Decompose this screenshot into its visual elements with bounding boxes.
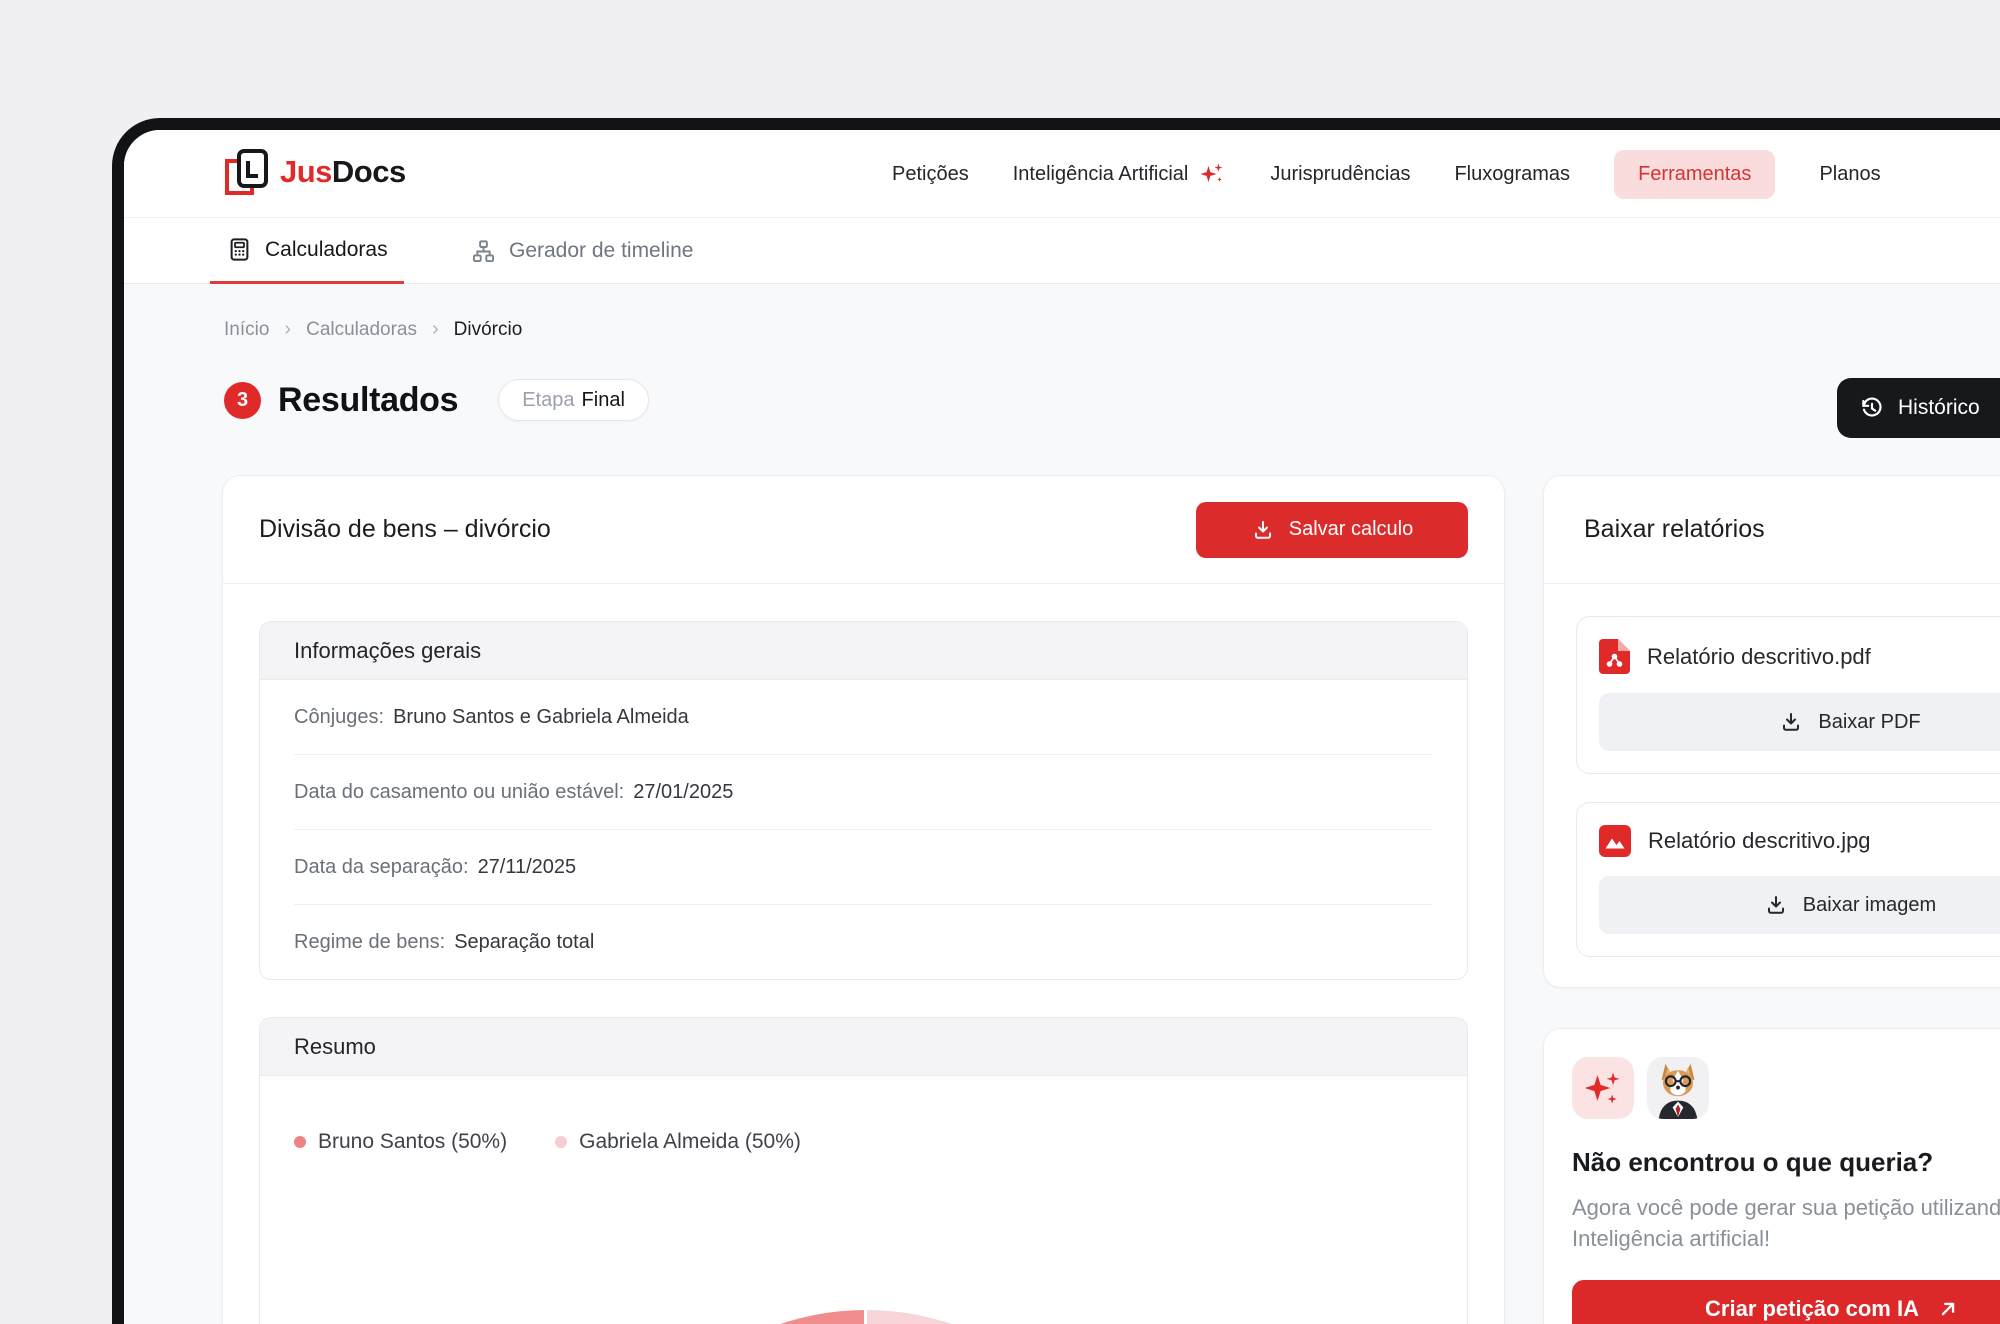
arrow-up-right-icon	[1941, 1303, 1955, 1316]
image-file-icon	[1599, 825, 1631, 857]
history-icon	[1862, 397, 1882, 417]
general-info-header: Informações gerais	[260, 622, 1467, 680]
brand-logo[interactable]: JusDocs	[224, 148, 406, 196]
page-title-row: 3 Resultados Etapa Final	[224, 378, 649, 422]
info-label: Cônjuges:	[294, 705, 385, 728]
results-card-header: Divisão de bens – divórcio Salvar calcul…	[223, 476, 1504, 584]
breadcrumb-divorcio: Divórcio	[453, 318, 523, 340]
page-title: Resultados	[278, 380, 459, 419]
stage-badge-light: Etapa	[522, 388, 575, 411]
legend-item-gabriela: Gabriela Almeida (50%)	[555, 1130, 801, 1154]
file-name: Relatório descritivo.jpg	[1648, 828, 1871, 853]
flowchart-icon	[472, 239, 495, 262]
download-pdf-label: Baixar PDF	[1818, 710, 1921, 733]
info-value: 27/11/2025	[477, 855, 577, 878]
calculation-title: Divisão de bens – divórcio	[259, 515, 551, 543]
save-calculation-label: Salvar calculo	[1288, 518, 1414, 540]
nav-planos[interactable]: Planos	[1819, 162, 1881, 185]
top-header: JusDocs Petições Inteligência Artificial…	[124, 130, 2000, 218]
download-item-pdf-header: Relatório descritivo.pdf	[1599, 639, 2000, 674]
promo-title: Não encontrou o que queria?	[1572, 1147, 1934, 1177]
info-value: Bruno Santos e Gabriela Almeida	[393, 705, 689, 728]
chevron-right-icon: ›	[432, 318, 439, 340]
info-label: Data da separação:	[294, 855, 469, 878]
breadcrumb: Início › Calculadoras › Divórcio	[224, 318, 522, 341]
dog-avatar	[1647, 1057, 1709, 1119]
download-icon	[1767, 896, 1784, 914]
pie-legend: Bruno Santos (50%) Gabriela Almeida (50%…	[260, 1076, 1467, 1154]
sparkles-icon	[1584, 1072, 1620, 1104]
chevron-right-icon: ›	[284, 318, 292, 340]
info-row-data-casamento: Data do casamento ou união estável: 27/0…	[260, 755, 1467, 829]
step-number-badge: 3	[224, 381, 261, 419]
info-value: 27/01/2025	[633, 780, 734, 803]
promo-body: Agora você pode gerar sua petição utiliz…	[1572, 1195, 2000, 1252]
summary-section: Resumo Bruno Santos (50%) Gabriela Almei…	[259, 1017, 1468, 1324]
pdf-file-icon	[1599, 639, 1630, 674]
tab-gerador-de-timeline[interactable]: Gerador de timeline	[454, 218, 709, 284]
download-item-jpg: Relatório descritivo.jpg Baixar imagem	[1576, 802, 2000, 957]
app-window: JusDocs Petições Inteligência Artificial…	[112, 118, 2000, 1324]
download-item-pdf: Relatório descritivo.pdf Baixar PDF	[1576, 616, 2000, 774]
download-image-label: Baixar imagem	[1802, 893, 1937, 916]
nav-fluxogramas[interactable]: Fluxogramas	[1454, 162, 1571, 185]
download-item-jpg-header: Relatório descritivo.jpg	[1599, 825, 2000, 857]
nav-peticoes[interactable]: Petições	[892, 162, 969, 185]
row-divider	[294, 754, 1433, 755]
create-petition-ai-label: Criar petição com IA	[1705, 1296, 1919, 1322]
main-nav: Petições Inteligência Artificial Jurispr…	[892, 130, 1881, 218]
breadcrumb-inicio[interactable]: Início	[224, 318, 270, 340]
summary-header: Resumo	[260, 1018, 1467, 1076]
history-button[interactable]: Histórico	[1837, 378, 2000, 438]
file-name: Relatório descritivo.pdf	[1647, 643, 1871, 669]
save-calculation-button[interactable]: Salvar calculo	[1196, 501, 1468, 558]
info-row-conjuges: Cônjuges: Bruno Santos e Gabriela Almeid…	[260, 680, 1467, 754]
tools-tabbar: Calculadoras Gerador de timeline	[124, 218, 2000, 284]
legend-dot	[555, 1136, 568, 1148]
general-info-section: Informações gerais Cônjuges: Bruno Santo…	[259, 621, 1468, 980]
sparkles-icon	[1200, 163, 1223, 183]
row-divider	[294, 829, 1433, 830]
download-reports-title: Baixar relatórios	[1544, 476, 2000, 584]
history-button-label: Histórico	[1898, 396, 1980, 419]
sparkles-tile	[1572, 1057, 1634, 1119]
legend-label: Bruno Santos (50%)	[318, 1130, 508, 1153]
nav-ferramentas[interactable]: Ferramentas	[1614, 149, 1776, 199]
stage-badge: Etapa Final	[498, 379, 649, 421]
stage-badge-bold: Final	[581, 388, 625, 411]
nav-inteligencia-artificial[interactable]: Inteligência Artificial	[1013, 160, 1227, 188]
pie-chart: R$ 39.000 R$ 39.000	[260, 1154, 1467, 1324]
download-image-button[interactable]: Baixar imagem	[1599, 876, 2000, 934]
corgi-dog-image	[1647, 1057, 1709, 1119]
info-label: Regime de bens:	[294, 930, 446, 953]
tab-calculadoras[interactable]: Calculadoras	[210, 218, 404, 284]
breadcrumb-calculadoras[interactable]: Calculadoras	[306, 318, 417, 340]
download-icon	[1254, 520, 1271, 539]
download-reports-card: Baixar relatórios Relatório descritivo.p…	[1543, 475, 2000, 988]
legend-label: Gabriela Almeida (50%)	[579, 1130, 801, 1153]
legend-dot	[294, 1136, 306, 1148]
calculator-icon	[230, 238, 249, 261]
nav-jurisprudencias[interactable]: Jurisprudências	[1270, 162, 1411, 185]
download-icon	[1783, 713, 1800, 731]
create-petition-ai-button[interactable]: Criar petição com IA	[1572, 1280, 2000, 1324]
info-label: Data do casamento ou união estável:	[294, 780, 625, 803]
logo-docs-icon	[225, 149, 268, 195]
ai-promo-card: Não encontrou o que queria? Agora você p…	[1543, 1028, 2000, 1324]
legend-item-bruno: Bruno Santos (50%)	[294, 1130, 507, 1154]
brand-wordmark: JusDocs	[280, 154, 406, 189]
results-card: Divisão de bens – divórcio Salvar calcul…	[222, 475, 1505, 1324]
info-row-data-separacao: Data da separação: 27/11/2025	[260, 830, 1467, 904]
pie-slice-divider	[864, 1310, 867, 1324]
info-row-regime-bens: Regime de bens: Separação total	[260, 905, 1467, 979]
row-divider	[294, 904, 1433, 905]
download-pdf-button[interactable]: Baixar PDF	[1599, 693, 2000, 751]
promo-icons	[1572, 1057, 2000, 1119]
info-value: Separação total	[454, 930, 595, 953]
